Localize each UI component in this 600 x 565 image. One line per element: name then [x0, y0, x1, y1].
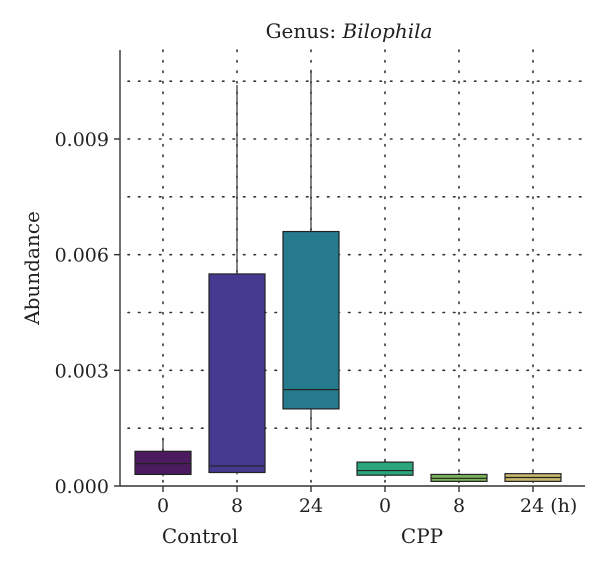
y-axis-label: Abundance [20, 211, 44, 326]
y-tick-label: 0.009 [55, 129, 109, 151]
box-iqr [356, 461, 414, 476]
chart-title-genus: Bilophila [342, 19, 433, 43]
box-group [430, 472, 488, 483]
y-tick-label: 0.006 [55, 245, 109, 267]
chart-title-prefix: Genus: [266, 19, 343, 43]
box-group [208, 85, 266, 475]
y-tick-label: 0.000 [55, 476, 109, 498]
box-group [356, 460, 414, 478]
box-group [282, 69, 340, 431]
label-layer: 0.000 0.003 0.006 0.009 0 8 24 0 8 24 (h) Control C… [55, 129, 578, 548]
x-tick-label: 8 [453, 495, 465, 517]
x-tick-label: 24 [299, 495, 323, 517]
grid-layer [127, 49, 586, 483]
chart-title: Genus: Bilophila [266, 19, 433, 43]
axis-layer [114, 50, 585, 492]
x-tick-label: 8 [231, 495, 243, 517]
box-iqr [208, 273, 266, 474]
group-label: CPP [401, 524, 443, 548]
box-group [504, 472, 562, 483]
box-layer [134, 69, 562, 483]
x-tick-label: 0 [157, 495, 169, 517]
box-iqr [134, 450, 192, 476]
box-iqr [282, 230, 340, 410]
box-group [134, 437, 192, 477]
group-label: Control [162, 524, 238, 548]
x-tick-label: 0 [379, 495, 391, 517]
y-tick-label: 0.003 [55, 360, 109, 382]
x-tick-label: 24 (h) [520, 495, 577, 517]
